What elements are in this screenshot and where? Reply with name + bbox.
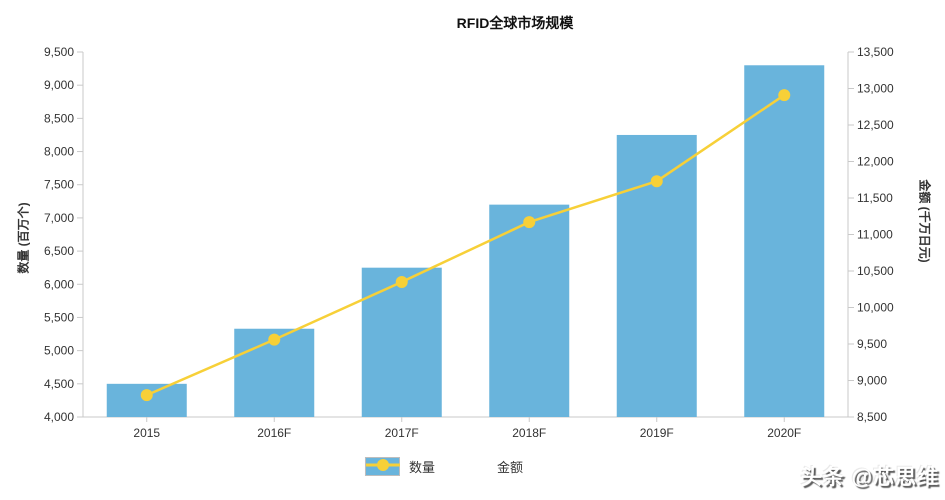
chart-plot-area: 4,000 4,500 5,000 5,500 6,000 6,500 7,000 7,500… bbox=[44, 45, 894, 440]
y-right-tick-label: 12,000 bbox=[857, 155, 894, 169]
y-left-tick-label: 7,000 bbox=[44, 211, 74, 225]
y-right-tick-label: 12,500 bbox=[857, 118, 894, 132]
x-tick-label-2018F: 2018F bbox=[512, 426, 546, 440]
y-left-tick-label: 7,500 bbox=[44, 178, 74, 192]
bar-2018F bbox=[489, 204, 570, 417]
y-left-tick-label: 4,000 bbox=[44, 410, 74, 424]
chart-title: RFID全球市场规模 bbox=[456, 15, 574, 31]
bar-2017F bbox=[361, 267, 442, 417]
legend-label-amount: 金额 bbox=[497, 460, 524, 475]
y-left-tick-label: 6,000 bbox=[44, 277, 74, 291]
y-right-tick-label: 8,500 bbox=[857, 410, 887, 424]
y-left-tick-label: 8,000 bbox=[44, 145, 74, 159]
legend-item-amount: 金额 bbox=[365, 457, 524, 476]
line-point-2020F bbox=[778, 89, 791, 102]
y-right-tick-label: 10,000 bbox=[857, 301, 894, 315]
line-series-swatch-icon bbox=[365, 459, 400, 471]
line-point-2015 bbox=[140, 389, 153, 402]
y-right-tick-label: 10,500 bbox=[857, 264, 894, 278]
y-left-tick-label: 6,500 bbox=[44, 244, 74, 258]
x-tick-label-2019F: 2019F bbox=[640, 426, 674, 440]
y-right-tick-label: 13,000 bbox=[857, 82, 894, 96]
y-left-tick-label: 8,500 bbox=[44, 111, 74, 125]
y-right-tick-label: 9,500 bbox=[857, 337, 887, 351]
y-axis-left-label: 数量 (百万个) bbox=[16, 202, 31, 274]
line-point-2017F bbox=[395, 275, 408, 288]
y-left-tick-label: 9,000 bbox=[44, 78, 74, 92]
bar-2020F bbox=[744, 65, 825, 417]
line-series-path bbox=[146, 94, 785, 397]
x-tick-label-2015: 2015 bbox=[133, 426, 160, 440]
x-tick-label-2020F: 2020F bbox=[767, 426, 801, 440]
y-right-tick-label: 9,000 bbox=[857, 374, 887, 388]
y-left-tick-label: 4,500 bbox=[44, 377, 74, 391]
y-left-tick-label: 5,000 bbox=[44, 344, 74, 358]
y-left-tick-label: 5,500 bbox=[44, 310, 74, 324]
line-point-2019F bbox=[650, 175, 663, 188]
y-right-tick-label: 11,000 bbox=[857, 228, 893, 242]
y-right-tick-label: 13,500 bbox=[857, 45, 894, 59]
x-tick-label-2016F: 2016F bbox=[257, 426, 291, 440]
line-point-2018F bbox=[523, 216, 536, 229]
y-right-tick-label: 11,500 bbox=[857, 191, 893, 205]
legend-label-quantity: 数量 bbox=[408, 460, 435, 475]
x-tick-label-2017F: 2017F bbox=[385, 426, 419, 440]
watermark: 头条 @芯思维 bbox=[800, 466, 939, 489]
y-left-tick-label: 9,500 bbox=[44, 45, 74, 59]
line-point-2016F bbox=[268, 333, 281, 346]
y-axis-right-label: 金额 (千万日元) bbox=[917, 179, 932, 263]
legend: 数量 金额 bbox=[364, 457, 524, 476]
